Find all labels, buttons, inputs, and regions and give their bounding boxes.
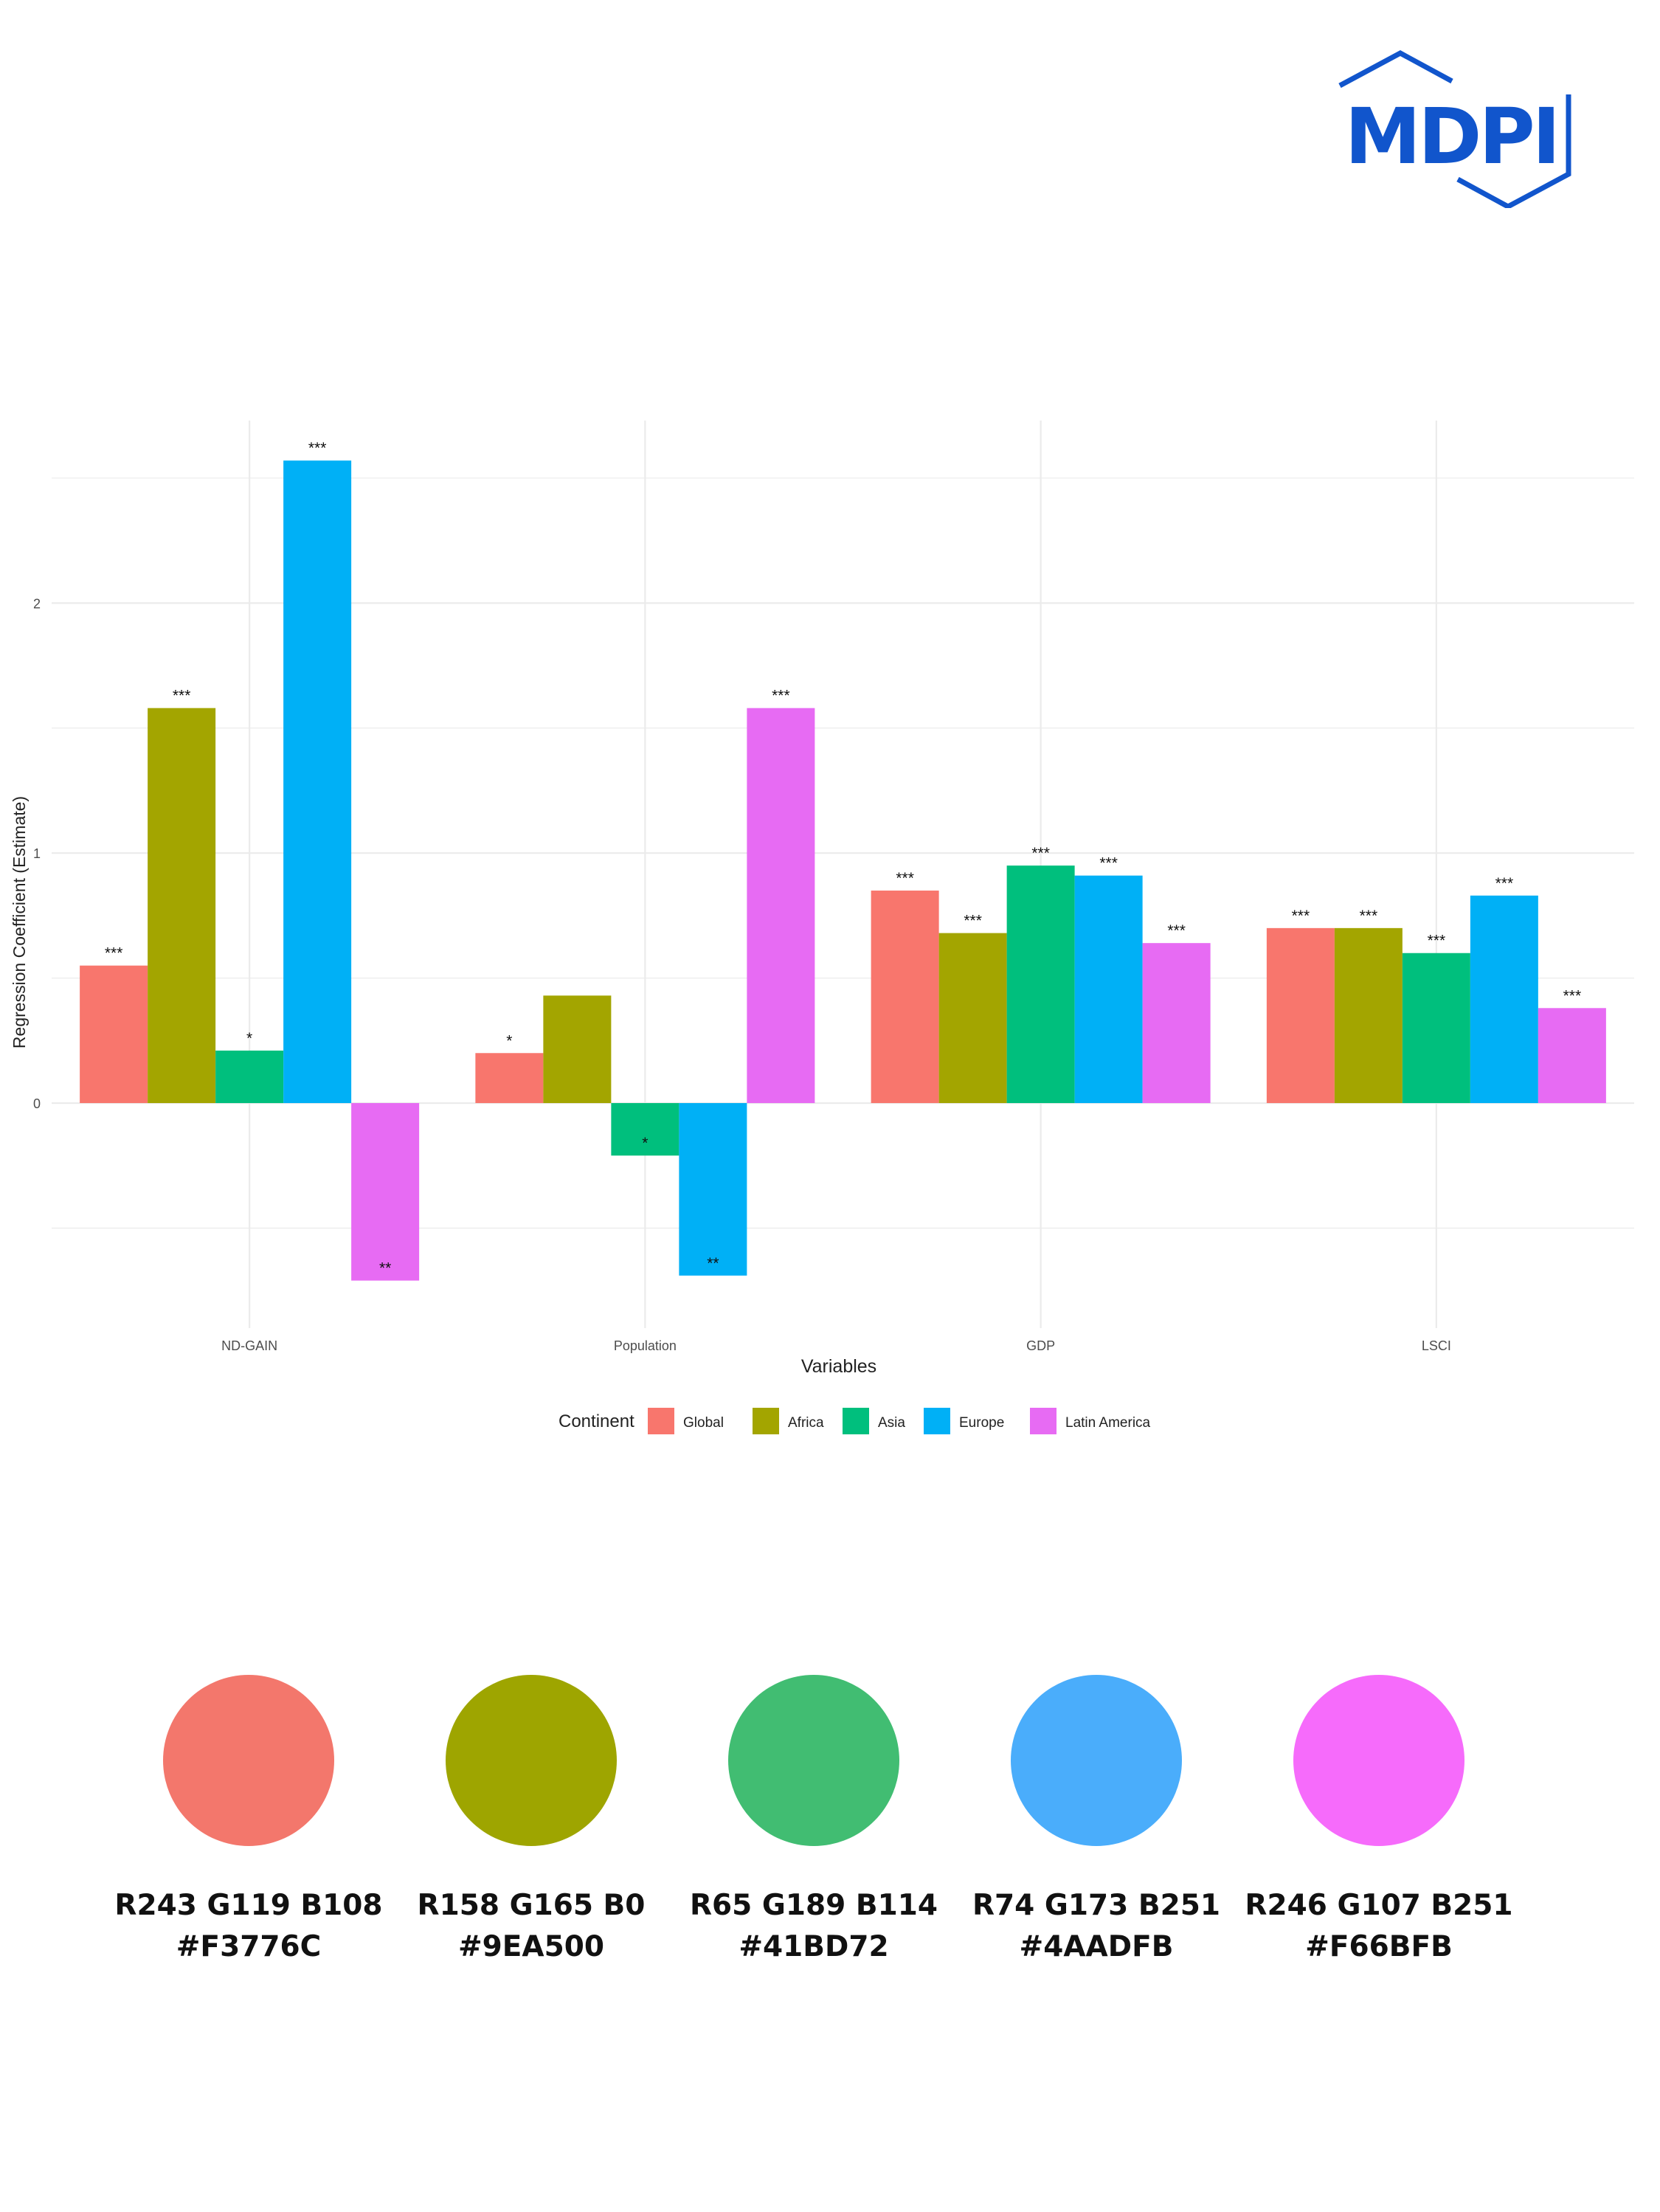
- color-swatches: R243 G119 B108 #F3776C R158 G165 B0 #9EA500…: [0, 1675, 1660, 2007]
- x-axis-ticks: ND-GAIN Population GDP LSCI: [221, 1338, 1451, 1353]
- legend-swatch: [843, 1408, 869, 1434]
- legend-swatch: [753, 1408, 779, 1434]
- chart-legend: Continent Global Africa Asia Europe Latin Am…: [558, 1408, 1151, 1434]
- legend-swatch: [1030, 1408, 1056, 1434]
- bar-europe-lsci: [1470, 895, 1538, 1104]
- significance-label: ***: [1563, 987, 1582, 1004]
- significance-label: **: [379, 1260, 391, 1277]
- bar-europe-nd-gain: [283, 460, 352, 1104]
- swatch-circle: [728, 1675, 899, 1846]
- swatch-hex-label: #9EA500: [457, 1930, 605, 1963]
- legend-swatch: [648, 1408, 674, 1434]
- significance-label: **: [707, 1255, 719, 1272]
- swatch-hex-label: #4AADFB: [1019, 1930, 1174, 1963]
- swatch-rgb-label: R246 G107 B251: [1245, 1889, 1513, 1922]
- color-swatch: R246 G107 B251 #F66BFB: [1231, 1675, 1526, 1985]
- bar-asia-nd-gain: [215, 1050, 284, 1104]
- y-tick-label: 1: [33, 846, 41, 861]
- legend-label: Africa: [788, 1415, 824, 1431]
- x-tick-label: GDP: [1026, 1338, 1055, 1353]
- swatch-circle: [1293, 1675, 1464, 1846]
- significance-label: ***: [308, 440, 327, 457]
- bar-chart: 012 ************************************…: [10, 421, 1634, 1434]
- x-tick-label: LSCI: [1422, 1338, 1451, 1353]
- swatch-rgb-label: R74 G173 B251: [972, 1889, 1220, 1922]
- color-swatch: R158 G165 B0 #9EA500: [384, 1675, 679, 1985]
- bar-africa-population: [543, 995, 612, 1104]
- legend-swatch: [924, 1408, 950, 1434]
- legend-label: Global: [683, 1415, 724, 1431]
- chart-bars: [80, 460, 1606, 1281]
- significance-label: ***: [1292, 908, 1310, 924]
- swatch-rgb-label: R65 G189 B114: [689, 1889, 938, 1922]
- significance-label: ***: [173, 688, 191, 705]
- swatch-circle: [1011, 1675, 1182, 1846]
- significance-labels: ************************************* ***…: [105, 440, 1581, 1276]
- bar-asia-lsci: [1402, 953, 1470, 1104]
- significance-label: ***: [1360, 908, 1378, 924]
- logo-text: MDPI: [1345, 91, 1558, 182]
- color-swatch: R243 G119 B108 #F3776C: [101, 1675, 396, 1985]
- x-tick-label: Population: [614, 1338, 677, 1353]
- logo-hexagon-left-outline: [1338, 50, 1453, 89]
- bar-asia-gdp: [1006, 865, 1075, 1104]
- legend-label: Latin America: [1065, 1415, 1151, 1431]
- legend-label: Asia: [878, 1415, 905, 1431]
- significance-label: *: [642, 1135, 648, 1152]
- bar-global-lsci: [1266, 927, 1335, 1104]
- significance-label: ***: [1428, 933, 1446, 950]
- bar-latin-america-lsci: [1538, 1008, 1606, 1104]
- significance-label: ***: [1099, 855, 1118, 872]
- significance-label: ***: [1031, 845, 1050, 862]
- bar-africa-nd-gain: [148, 708, 216, 1104]
- significance-label: ***: [1495, 875, 1514, 892]
- legend-label: Europe: [959, 1415, 1004, 1431]
- swatch-circle: [446, 1675, 617, 1846]
- bar-global-nd-gain: [80, 965, 148, 1104]
- significance-label: ***: [105, 945, 123, 962]
- logo-hexagon-right-outline: [1456, 94, 1571, 208]
- swatch-circle: [163, 1675, 334, 1846]
- swatch-rgb-label: R158 G165 B0: [417, 1889, 646, 1922]
- bar-europe-gdp: [1074, 875, 1143, 1104]
- significance-label: ***: [964, 913, 982, 930]
- significance-label: ***: [1167, 922, 1186, 939]
- bar-africa-lsci: [1334, 927, 1403, 1104]
- y-tick-label: 0: [33, 1096, 41, 1111]
- color-swatch: R74 G173 B251 #4AADFB: [949, 1675, 1244, 1985]
- bar-latin-america-nd-gain: [351, 1103, 420, 1281]
- significance-label: *: [506, 1032, 512, 1049]
- bar-global-population: [475, 1053, 544, 1104]
- bar-africa-gdp: [938, 933, 1007, 1104]
- x-tick-label: ND-GAIN: [221, 1338, 277, 1353]
- significance-label: ***: [772, 688, 790, 705]
- swatch-hex-label: #F3776C: [176, 1930, 322, 1963]
- bar-asia-population: [611, 1103, 679, 1156]
- y-axis-ticks: 0 1 2: [33, 596, 41, 1111]
- mdpi-logo: MDPI: [1338, 50, 1571, 208]
- bar-latin-america-population: [747, 708, 815, 1104]
- bar-global-gdp: [871, 891, 939, 1104]
- legend-title: Continent: [558, 1411, 634, 1431]
- bar-europe-population: [679, 1103, 747, 1276]
- swatch-hex-label: #41BD72: [739, 1930, 889, 1963]
- swatch-hex-label: #F66BFB: [1305, 1930, 1453, 1963]
- bar-latin-america-gdp: [1142, 943, 1211, 1104]
- y-axis-label: Regression Coefficient (Estimate): [10, 796, 29, 1048]
- significance-label: *: [246, 1030, 252, 1047]
- significance-label: ***: [896, 870, 914, 887]
- color-swatch: R65 G189 B114 #41BD72: [666, 1675, 961, 1985]
- swatch-rgb-label: R243 G119 B108: [114, 1889, 383, 1922]
- y-tick-label: 2: [33, 596, 41, 611]
- x-axis-label: Variables: [801, 1356, 876, 1377]
